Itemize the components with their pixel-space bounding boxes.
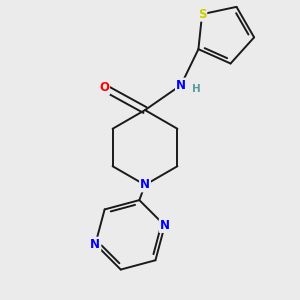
Text: N: N bbox=[176, 79, 186, 92]
Text: O: O bbox=[99, 81, 109, 94]
Text: N: N bbox=[160, 219, 170, 232]
Text: N: N bbox=[140, 178, 150, 191]
Text: S: S bbox=[198, 8, 206, 21]
Text: N: N bbox=[90, 238, 100, 250]
Text: H: H bbox=[191, 84, 200, 94]
